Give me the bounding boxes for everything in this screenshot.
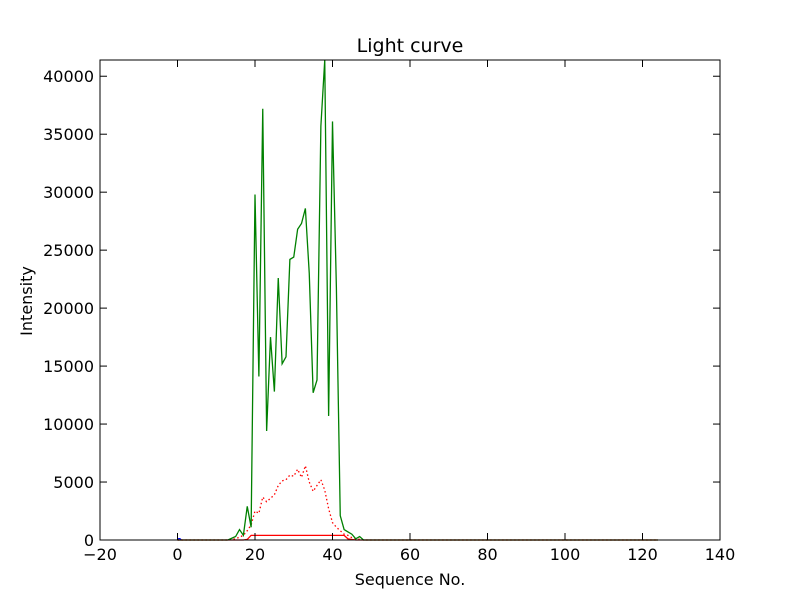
x-tick-label: 120	[627, 545, 658, 564]
series-line-3	[177, 537, 182, 541]
x-tick-label: 80	[477, 545, 497, 564]
y-tick-label: 25000	[43, 241, 94, 260]
y-axis-label: Intensity	[17, 266, 36, 336]
x-tick-label: 0	[172, 545, 182, 564]
series-line-2	[177, 534, 658, 541]
y-tick-label: 20000	[43, 299, 94, 318]
x-tick-label: 100	[550, 545, 581, 564]
y-tick-label: 5000	[53, 473, 94, 492]
x-tick-label: 60	[400, 545, 420, 564]
axis-ticks: −20 0 20 40 60 80 100 120 1400500010000150002000…	[43, 60, 735, 564]
y-tick-label: 40000	[43, 67, 94, 86]
y-tick-label: 0	[84, 531, 94, 550]
chart-title: Light curve	[357, 35, 464, 57]
x-tick-label: 140	[705, 545, 736, 564]
x-tick-label: −20	[83, 545, 117, 564]
x-tick-label: 20	[245, 545, 265, 564]
y-tick-label: 35000	[43, 125, 94, 144]
series-line-1	[177, 463, 658, 541]
plot-frame	[99, 59, 721, 541]
x-tick-label: 40	[322, 545, 342, 564]
y-tick-label: 30000	[43, 183, 94, 202]
y-tick-label: 15000	[43, 357, 94, 376]
x-axis-label: Sequence No.	[355, 570, 466, 589]
series-line-0	[177, 59, 658, 541]
plot-area	[177, 59, 658, 541]
y-tick-label: 10000	[43, 415, 94, 434]
